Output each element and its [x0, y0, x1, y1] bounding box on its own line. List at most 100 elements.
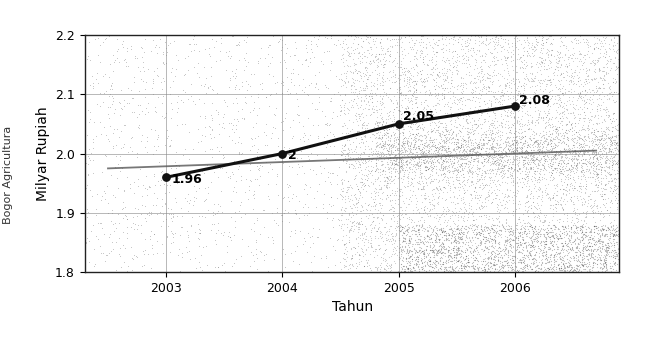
- Point: [526, 164, 537, 170]
- Point: [466, 147, 476, 152]
- Point: [396, 227, 406, 232]
- Point: [340, 190, 351, 195]
- Point: [445, 135, 455, 140]
- Point: [533, 160, 543, 165]
- Point: [490, 36, 500, 42]
- Point: [606, 200, 617, 206]
- Point: [524, 223, 534, 229]
- Point: [606, 199, 616, 204]
- Point: [571, 257, 582, 262]
- Point: [472, 265, 482, 270]
- Point: [596, 162, 606, 167]
- Point: [494, 142, 504, 147]
- Point: [494, 43, 505, 48]
- Point: [505, 226, 516, 231]
- Point: [488, 54, 498, 59]
- Point: [476, 222, 486, 228]
- Point: [356, 94, 366, 99]
- Point: [375, 170, 385, 175]
- Point: [527, 173, 537, 179]
- Point: [398, 231, 408, 236]
- Point: [409, 254, 419, 260]
- Point: [389, 240, 399, 245]
- Point: [474, 69, 484, 75]
- Point: [578, 195, 588, 201]
- Point: [545, 91, 556, 97]
- Point: [142, 193, 153, 198]
- Point: [157, 113, 168, 119]
- Point: [572, 245, 582, 251]
- Point: [385, 202, 396, 207]
- Point: [471, 166, 482, 172]
- Point: [511, 157, 522, 163]
- Point: [440, 232, 451, 238]
- Point: [587, 146, 597, 151]
- Point: [188, 194, 199, 200]
- Point: [526, 121, 537, 126]
- Point: [465, 191, 475, 196]
- Point: [456, 234, 466, 240]
- Point: [424, 212, 435, 217]
- Point: [417, 264, 427, 270]
- Point: [532, 235, 542, 241]
- Point: [538, 168, 548, 173]
- Point: [408, 227, 419, 232]
- Point: [343, 110, 353, 116]
- Point: [383, 265, 394, 271]
- Point: [469, 151, 480, 157]
- Point: [512, 137, 522, 143]
- Point: [389, 75, 400, 80]
- Point: [600, 260, 611, 265]
- Point: [449, 265, 460, 271]
- Point: [482, 138, 493, 143]
- Point: [173, 57, 184, 62]
- Point: [548, 194, 558, 200]
- Point: [492, 208, 503, 214]
- Point: [456, 36, 467, 41]
- Point: [478, 236, 488, 242]
- Point: [580, 127, 591, 133]
- Point: [511, 180, 522, 185]
- Point: [479, 240, 490, 246]
- Point: [454, 226, 465, 232]
- Point: [449, 160, 460, 165]
- Point: [342, 68, 352, 73]
- Point: [378, 132, 389, 138]
- Point: [531, 141, 542, 147]
- Point: [250, 239, 261, 245]
- Point: [293, 112, 304, 117]
- Point: [398, 135, 409, 141]
- Point: [462, 35, 473, 41]
- Point: [451, 141, 462, 147]
- Point: [545, 146, 556, 152]
- Point: [427, 128, 437, 134]
- Point: [541, 242, 552, 247]
- Point: [356, 218, 366, 224]
- Point: [429, 163, 439, 169]
- Point: [447, 232, 457, 238]
- Point: [95, 119, 105, 125]
- Point: [326, 195, 336, 200]
- Point: [563, 225, 573, 231]
- Point: [374, 144, 385, 150]
- Point: [491, 34, 501, 40]
- Point: [306, 80, 317, 85]
- Point: [349, 202, 359, 208]
- Point: [564, 62, 574, 68]
- Point: [522, 108, 532, 113]
- Point: [424, 57, 434, 62]
- Point: [595, 86, 605, 91]
- Point: [423, 227, 434, 232]
- Point: [482, 75, 493, 81]
- Point: [411, 162, 422, 168]
- Point: [520, 201, 530, 206]
- Point: [582, 80, 593, 86]
- Point: [509, 80, 520, 86]
- Point: [531, 179, 542, 185]
- Point: [537, 50, 547, 56]
- Point: [436, 83, 447, 89]
- Point: [481, 159, 491, 165]
- Point: [140, 87, 151, 92]
- Point: [611, 144, 621, 150]
- Point: [596, 154, 606, 160]
